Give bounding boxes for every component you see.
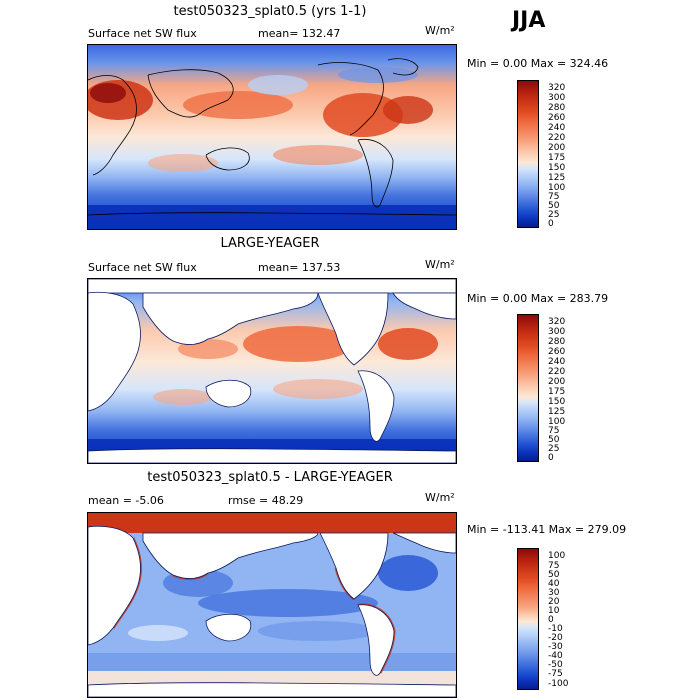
panel-2-map-svg (88, 279, 456, 463)
panel-2-cb-label: 175 (548, 387, 566, 397)
panel-3-cb-label: 100 (548, 551, 566, 561)
panel-1-cb-label: 25 (548, 210, 560, 220)
panel-1-coastlines (88, 58, 456, 216)
panel-2-cb-label: 0 (548, 453, 554, 463)
panel-3-cb-label: 40 (548, 579, 560, 589)
panel-1-cb-label: 0 (548, 219, 554, 229)
panel-3-rmse: rmse = 48.29 (228, 494, 304, 507)
panel-1-cb-label: 125 (548, 173, 566, 183)
panel-3-units: W/m² (425, 491, 455, 504)
panel-3-cb-label: -50 (548, 660, 563, 670)
panel-2-units: W/m² (425, 258, 455, 271)
panel-3-cb-label: 50 (548, 570, 560, 580)
panel-3-minmax: Min = -113.41 Max = 279.09 (467, 523, 627, 536)
panel-1-units: W/m² (425, 24, 455, 37)
panel-3-map-svg (88, 513, 456, 697)
panel-1-cb-label: 75 (548, 192, 560, 202)
panel-2-cb-label: 220 (548, 367, 566, 377)
panel-3-cb-label: -100 (548, 679, 569, 689)
panel-1-cb-label: 280 (548, 103, 566, 113)
panel-2-variable: Surface net SW flux (88, 261, 197, 274)
panel-3-cb-label: -75 (548, 669, 563, 679)
panel-2-land-mask (88, 279, 456, 463)
panel-3-cb-label: 30 (548, 588, 560, 598)
panel-1-mean: mean= 132.47 (258, 27, 341, 40)
panel-1-map (87, 44, 457, 230)
panel-3-cb-label: -40 (548, 651, 563, 661)
panel-1-cb-label: 260 (548, 113, 566, 123)
panel-1-variable: Surface net SW flux (88, 27, 197, 40)
panel-1-cb-label: 50 (548, 201, 560, 211)
panel-1-colorbar (517, 80, 539, 228)
panel-1-minmax: Min = 0.00 Max = 324.46 (467, 57, 609, 70)
panel-3-cb-label: -30 (548, 642, 563, 652)
panel-2-cb-label: 260 (548, 347, 566, 357)
panel-2-cb-label: 50 (548, 435, 560, 445)
panel-2-cb-label: 240 (548, 357, 566, 367)
panel-1-cb-label: 220 (548, 133, 566, 143)
panel-1-cb-label: 100 (548, 183, 566, 193)
panel-1-cb-label: 320 (548, 83, 566, 93)
panel-1-cb-label: 300 (548, 93, 566, 103)
panel-2-cb-label: 125 (548, 407, 566, 417)
panel-3-cb-label: 0 (548, 615, 554, 625)
panel-2-cb-label: 25 (548, 444, 560, 454)
panel-3-cb-label: -10 (548, 624, 563, 634)
panel-2-cb-label: 75 (548, 426, 560, 436)
panel-3-cb-label: -20 (548, 633, 563, 643)
panel-3-land-mask (88, 525, 456, 697)
panel-3-cb-label: 20 (548, 597, 560, 607)
panel-3-cb-label: 75 (548, 561, 560, 571)
panel-2-minmax: Min = 0.00 Max = 283.79 (467, 292, 609, 305)
panel-2-cb-label: 320 (548, 317, 566, 327)
panel-2-mean: mean= 137.53 (258, 261, 341, 274)
panel-1-cb-label: 200 (548, 143, 566, 153)
panel-1-title: test050323_splat0.5 (yrs 1-1) (173, 4, 367, 19)
panel-3-map (87, 512, 457, 698)
panel-1-cb-label: 240 (548, 123, 566, 133)
panel-2-colorbar (517, 314, 539, 462)
panel-2-cb-label: 100 (548, 417, 566, 427)
panel-2-title: LARGE-YEAGER (220, 236, 320, 251)
panel-1-cb-label: 175 (548, 153, 566, 163)
panel-3-title: test050323_splat0.5 - LARGE-YEAGER (147, 470, 393, 485)
season-label: JJA (512, 8, 546, 33)
panel-3-colorbar (517, 548, 539, 690)
panel-2-map (87, 278, 457, 464)
panel-3-cb-label: 10 (548, 606, 560, 616)
panel-3-mean: mean = -5.06 (88, 494, 164, 507)
panel-1-map-svg (88, 45, 456, 229)
panel-2-cb-label: 280 (548, 337, 566, 347)
panel-2-cb-label: 200 (548, 377, 566, 387)
panel-2-cb-label: 150 (548, 397, 566, 407)
panel-2-cb-label: 300 (548, 327, 566, 337)
panel-1-cb-label: 150 (548, 163, 566, 173)
